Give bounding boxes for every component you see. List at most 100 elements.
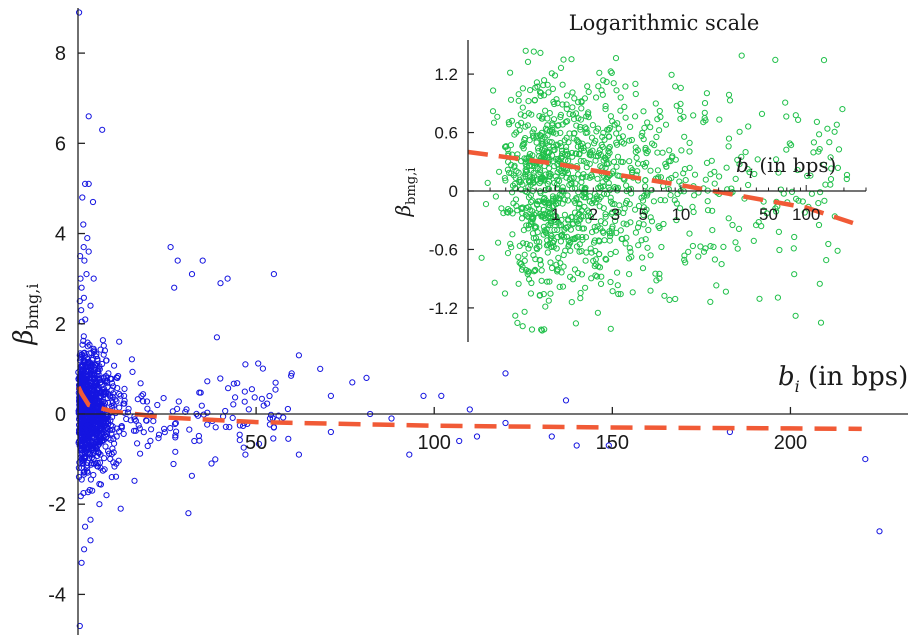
inset-point: [647, 287, 654, 294]
inset-point: [783, 146, 790, 153]
inset-point: [525, 110, 532, 117]
inset-point: [541, 326, 548, 333]
inset-point: [589, 122, 597, 129]
inset-point: [807, 172, 814, 179]
inset-point: [635, 242, 642, 249]
inset-point: [662, 121, 670, 128]
inset-point: [736, 161, 743, 168]
inset-point: [550, 217, 558, 224]
inset-point: [542, 200, 549, 207]
inset-point: [581, 95, 589, 102]
inset-x-tick-label: 3: [611, 205, 620, 224]
main-point: [148, 426, 155, 433]
inset-point: [559, 81, 566, 88]
inset-point: [600, 205, 607, 212]
inset-point: [575, 204, 582, 211]
inset-point: [478, 254, 485, 261]
main-point: [95, 365, 102, 372]
inset-point: [560, 251, 567, 259]
main-point: [128, 356, 135, 363]
inset-point: [620, 220, 627, 227]
main-point: [155, 431, 163, 438]
inset-point: [607, 233, 614, 240]
inset-point: [754, 156, 761, 163]
inset-point: [529, 132, 537, 139]
main-point: [94, 399, 101, 406]
inset-point: [586, 151, 593, 158]
inset-point: [597, 184, 605, 191]
main-point: [96, 366, 103, 373]
inset-point: [572, 150, 579, 157]
inset-point: [531, 224, 539, 231]
main-point: [97, 346, 104, 353]
main-point: [251, 394, 258, 401]
main-point: [573, 442, 580, 449]
inset-point: [571, 130, 578, 137]
main-point: [99, 360, 106, 368]
inset-point: [508, 117, 516, 124]
inset-point: [588, 173, 596, 180]
inset-point: [594, 223, 601, 230]
inset-point: [594, 175, 601, 182]
inset-point: [792, 112, 799, 119]
inset-point: [563, 101, 570, 108]
inset-point: [776, 246, 783, 254]
inset-point: [563, 92, 571, 99]
inset-point: [596, 250, 603, 258]
inset-point: [707, 243, 714, 250]
inset-point: [574, 233, 582, 240]
inset-point: [738, 153, 745, 160]
main-point: [88, 367, 95, 374]
inset-point: [621, 103, 628, 111]
inset-point: [647, 252, 654, 259]
main-point: [186, 426, 193, 433]
inset-point: [536, 238, 543, 245]
inset-point: [579, 192, 586, 199]
inset-point: [602, 103, 609, 110]
inset-y-tick-label: 1.2: [434, 65, 458, 84]
inset-point: [536, 89, 544, 96]
inset-point: [640, 221, 647, 228]
inset-point: [491, 279, 498, 286]
inset-point: [647, 214, 654, 221]
inset-point: [536, 256, 543, 264]
inset-point: [563, 143, 570, 151]
inset-point: [579, 174, 586, 181]
inset-x-tick-label: 1: [551, 205, 560, 224]
main-x-tick-label: 50: [245, 432, 267, 454]
inset-point: [605, 148, 612, 155]
inset-point: [550, 129, 557, 136]
inset-point: [634, 168, 641, 175]
inset-point: [607, 113, 615, 120]
inset-point: [668, 71, 675, 78]
main-point: [185, 510, 192, 517]
main-point: [137, 450, 144, 457]
inset-point: [523, 204, 530, 211]
inset-point: [510, 200, 517, 207]
inset-point: [564, 150, 572, 157]
inset-point: [821, 197, 828, 204]
inset-point: [545, 297, 552, 304]
inset-point: [632, 90, 639, 98]
inset-point: [537, 167, 544, 174]
inset-point: [512, 312, 519, 319]
inset-point: [660, 220, 667, 228]
main-point: [241, 388, 248, 395]
main-point: [130, 427, 138, 434]
main-point: [131, 416, 138, 423]
inset-point: [553, 141, 560, 148]
inset-point: [543, 242, 551, 249]
main-point: [107, 455, 114, 463]
main-point: [196, 389, 203, 396]
inset-xlabel-symbol: b: [736, 153, 749, 177]
inset-point: [825, 240, 832, 248]
main-point: [147, 437, 154, 444]
main-point: [108, 474, 115, 481]
inset-point: [547, 290, 554, 297]
inset-point: [609, 209, 616, 216]
inset-point: [673, 200, 680, 207]
inset-point: [828, 165, 835, 172]
inset-point: [549, 120, 556, 127]
inset-point: [592, 272, 599, 279]
inset-point: [548, 139, 555, 146]
